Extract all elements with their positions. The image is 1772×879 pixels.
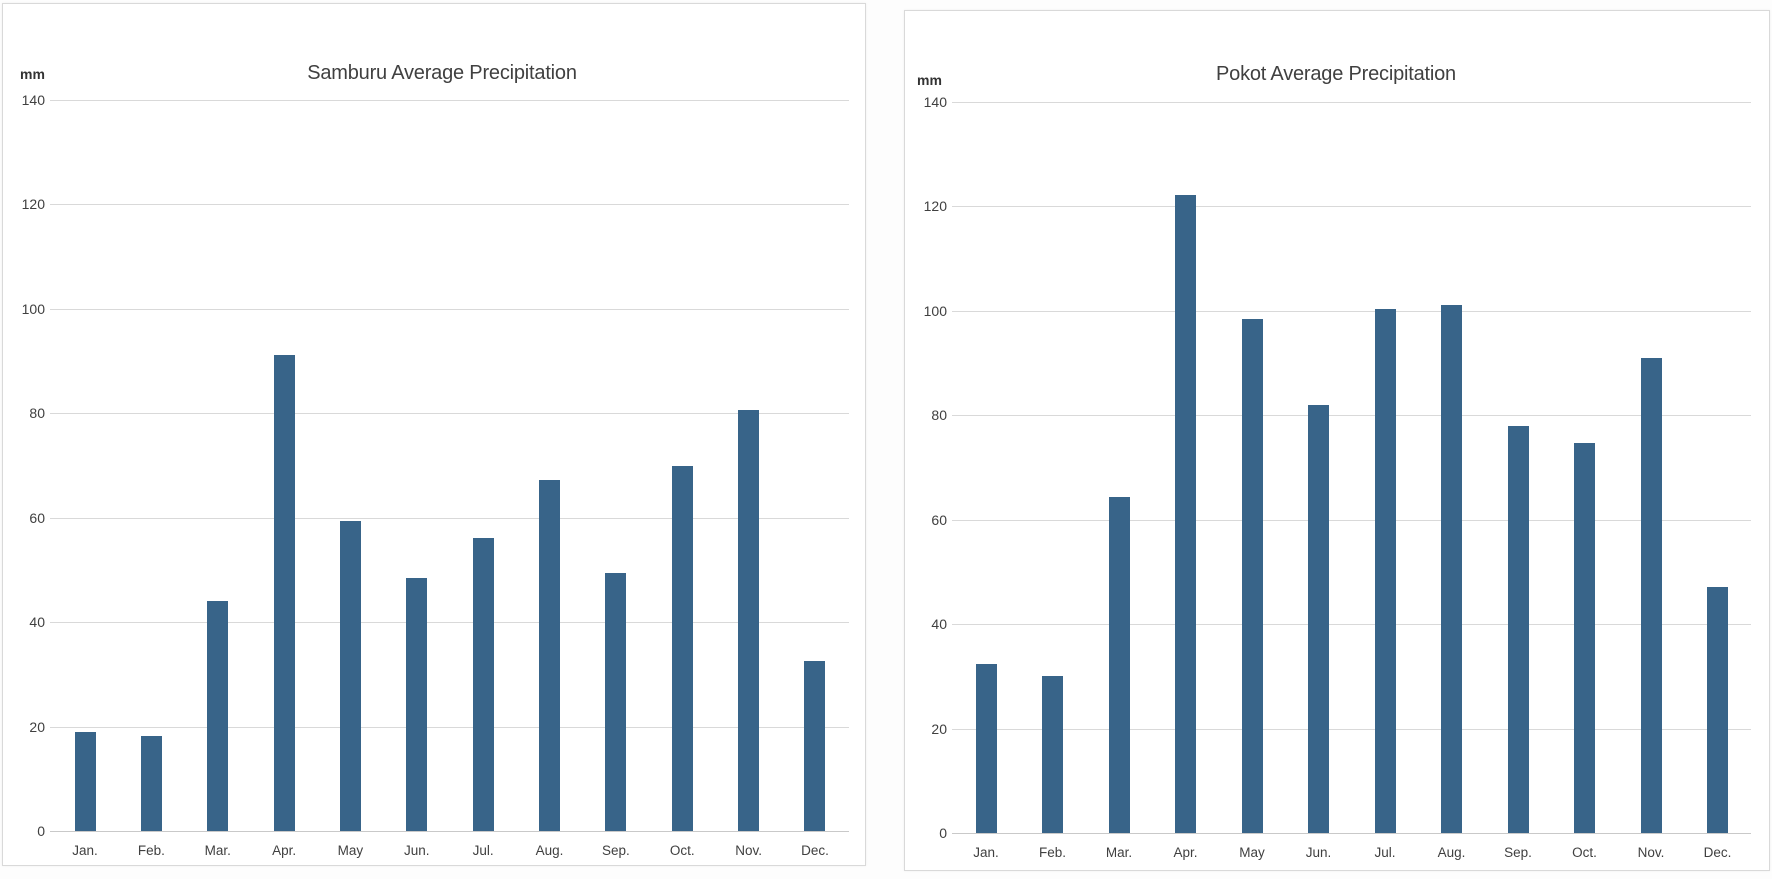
y-tick-label: 40 <box>29 614 45 631</box>
bar-oct <box>671 466 693 831</box>
x-tick-label: Jul. <box>1374 845 1396 860</box>
bar-oct <box>1574 443 1595 833</box>
gridline-0 <box>952 833 1751 834</box>
bar-mar <box>207 601 229 831</box>
x-tick-label: Jul. <box>472 843 494 858</box>
pokot-chart-title: Pokot Average Precipitation <box>1216 63 1456 85</box>
y-tick-label: 100 <box>21 300 45 317</box>
bar-may <box>1241 319 1263 833</box>
bar-jan <box>975 663 997 833</box>
x-tick-label: Sep. <box>601 843 630 858</box>
bar-jan <box>74 731 96 831</box>
y-tick-label: 140 <box>21 92 45 108</box>
x-tick-label: Aug. <box>535 843 564 858</box>
samburu-chart-card <box>2 3 866 866</box>
gridline-80 <box>952 415 1751 417</box>
bar-may <box>339 520 361 831</box>
gridline-20 <box>952 728 1751 730</box>
bar-dec <box>804 661 826 831</box>
x-tick-label: Dec. <box>1703 845 1732 860</box>
x-tick-label: Feb. <box>137 843 165 858</box>
y-tick-label: 100 <box>923 302 947 319</box>
bar-nov <box>1640 357 1662 833</box>
gridline-40 <box>50 622 849 624</box>
x-tick-label: Aug. <box>1437 845 1466 860</box>
y-tick-label: 140 <box>923 94 947 110</box>
bar-nov <box>738 410 760 831</box>
gridline-140 <box>952 102 1751 103</box>
y-tick-label: 120 <box>21 196 45 213</box>
x-tick-label: Jun. <box>1305 845 1332 860</box>
gridline-60 <box>50 517 849 519</box>
gridline-0 <box>50 831 849 832</box>
samburu-chart-title: Samburu Average Precipitation <box>307 62 577 84</box>
gridline-60 <box>952 519 1751 521</box>
y-tick-label: 20 <box>931 720 947 737</box>
bar-sep <box>605 573 627 831</box>
y-tick-label: 80 <box>29 405 45 422</box>
gridline-120 <box>952 206 1751 208</box>
x-tick-label: Feb. <box>1038 845 1067 860</box>
gridline-100 <box>50 308 849 310</box>
y-tick-label: 0 <box>37 823 45 839</box>
y-tick-label: 60 <box>29 509 45 526</box>
x-tick-label: Apr. <box>272 843 297 858</box>
y-tick-label: 60 <box>931 511 947 528</box>
y-tick-label: 120 <box>923 198 947 215</box>
samburu-y-axis-unit-label: mm <box>20 66 45 82</box>
bar-apr <box>1175 194 1196 833</box>
bar-mar <box>1108 496 1130 833</box>
x-tick-label: May <box>337 843 364 858</box>
bar-aug <box>539 480 561 831</box>
x-tick-label: Mar. <box>1105 845 1133 860</box>
x-tick-label: Sep. <box>1504 845 1532 860</box>
x-tick-label: Jan. <box>973 845 999 860</box>
bar-sep <box>1507 426 1529 833</box>
x-tick-label: Jun. <box>404 843 430 858</box>
bar-feb <box>140 735 162 831</box>
bar-aug <box>1441 305 1462 833</box>
y-tick-label: 40 <box>931 616 947 633</box>
bar-dec <box>1707 587 1728 833</box>
y-tick-label: 0 <box>939 825 947 841</box>
bar-jun <box>406 578 428 831</box>
gridline-120 <box>50 204 849 206</box>
bar-jun <box>1308 405 1329 833</box>
bar-jul <box>1374 308 1396 833</box>
bar-feb <box>1042 676 1063 833</box>
bar-jul <box>472 538 494 831</box>
x-tick-label: Oct. <box>1572 845 1597 860</box>
gridline-40 <box>952 624 1751 626</box>
x-tick-label: Nov. <box>1637 845 1665 860</box>
gridline-20 <box>50 726 849 728</box>
bar-apr <box>273 354 295 831</box>
x-tick-label: Apr. <box>1173 845 1198 860</box>
pokot-y-axis-unit-label: mm <box>917 72 942 88</box>
y-tick-label: 80 <box>931 407 947 424</box>
gridline-80 <box>50 413 849 415</box>
gridline-140 <box>50 100 849 101</box>
x-tick-label: Nov. <box>735 843 762 858</box>
y-tick-label: 20 <box>29 718 45 735</box>
gridline-100 <box>952 310 1751 312</box>
x-tick-label: Jan. <box>72 843 98 858</box>
x-tick-label: Oct. <box>669 843 695 858</box>
x-tick-label: Mar. <box>204 843 231 858</box>
x-tick-label: May <box>1239 845 1265 860</box>
x-tick-label: Dec. <box>801 843 829 858</box>
